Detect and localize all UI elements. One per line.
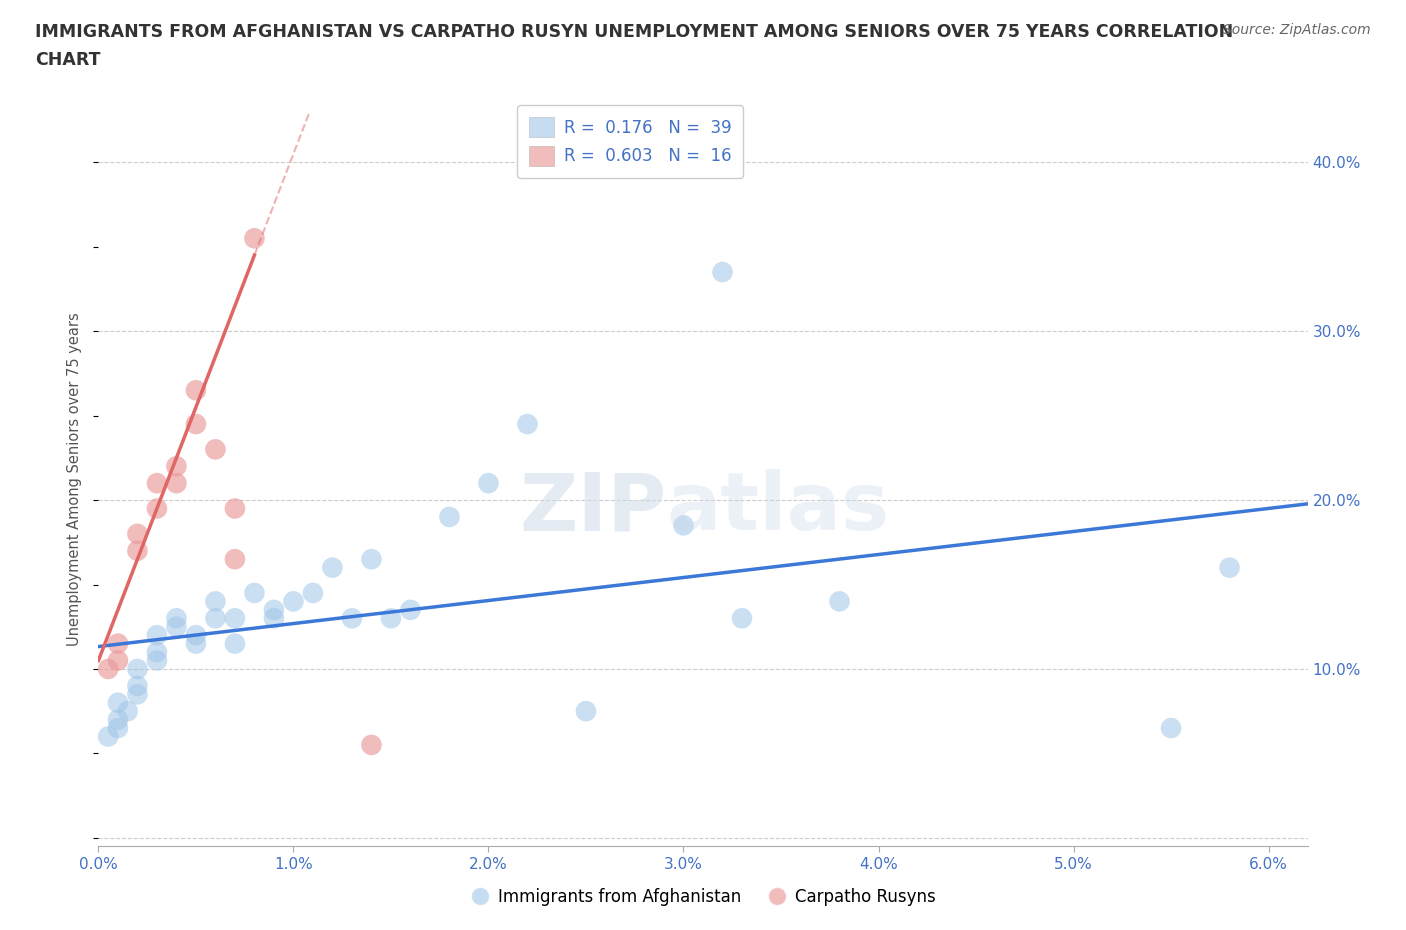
Point <box>224 636 246 651</box>
Point <box>204 442 226 457</box>
Point <box>302 586 325 601</box>
Point <box>127 687 149 702</box>
Point <box>672 518 695 533</box>
Point <box>224 551 246 566</box>
Y-axis label: Unemployment Among Seniors over 75 years: Unemployment Among Seniors over 75 years <box>67 312 83 645</box>
Point <box>165 458 187 473</box>
Point <box>107 712 129 727</box>
Point <box>127 661 149 676</box>
Point <box>340 611 363 626</box>
Point <box>321 560 343 575</box>
Point <box>184 628 207 643</box>
Point <box>1160 721 1182 736</box>
Point <box>399 603 422 618</box>
Point <box>117 704 139 719</box>
Point <box>184 636 207 651</box>
Text: Source: ZipAtlas.com: Source: ZipAtlas.com <box>1223 23 1371 37</box>
Point <box>127 543 149 558</box>
Point <box>439 510 461 525</box>
Point <box>127 526 149 541</box>
Text: CHART: CHART <box>35 51 101 69</box>
Point <box>380 611 402 626</box>
Legend: R =  0.176   N =  39, R =  0.603   N =  16: R = 0.176 N = 39, R = 0.603 N = 16 <box>517 105 744 178</box>
Point <box>97 661 120 676</box>
Legend: Immigrants from Afghanistan, Carpatho Rusyns: Immigrants from Afghanistan, Carpatho Ru… <box>464 881 942 912</box>
Point <box>477 476 499 491</box>
Point <box>224 611 246 626</box>
Point <box>97 729 120 744</box>
Point <box>165 611 187 626</box>
Point <box>1219 560 1241 575</box>
Point <box>127 678 149 693</box>
Text: atlas: atlas <box>666 470 890 548</box>
Point <box>243 586 266 601</box>
Point <box>107 653 129 668</box>
Point <box>283 594 305 609</box>
Point <box>184 383 207 398</box>
Point <box>711 265 734 280</box>
Point <box>263 611 285 626</box>
Point <box>243 231 266 246</box>
Point <box>146 644 169 659</box>
Point <box>204 611 226 626</box>
Point <box>360 737 382 752</box>
Point <box>516 417 538 432</box>
Point <box>107 696 129 711</box>
Point <box>146 628 169 643</box>
Point <box>107 721 129 736</box>
Point <box>224 501 246 516</box>
Point <box>575 704 598 719</box>
Point <box>204 594 226 609</box>
Point <box>165 619 187 634</box>
Point <box>146 476 169 491</box>
Point <box>263 603 285 618</box>
Point <box>165 476 187 491</box>
Point <box>360 551 382 566</box>
Text: ZIP: ZIP <box>519 470 666 548</box>
Point <box>146 653 169 668</box>
Point <box>184 417 207 432</box>
Point <box>107 636 129 651</box>
Point <box>731 611 754 626</box>
Text: IMMIGRANTS FROM AFGHANISTAN VS CARPATHO RUSYN UNEMPLOYMENT AMONG SENIORS OVER 75: IMMIGRANTS FROM AFGHANISTAN VS CARPATHO … <box>35 23 1233 41</box>
Point <box>146 501 169 516</box>
Point <box>828 594 851 609</box>
